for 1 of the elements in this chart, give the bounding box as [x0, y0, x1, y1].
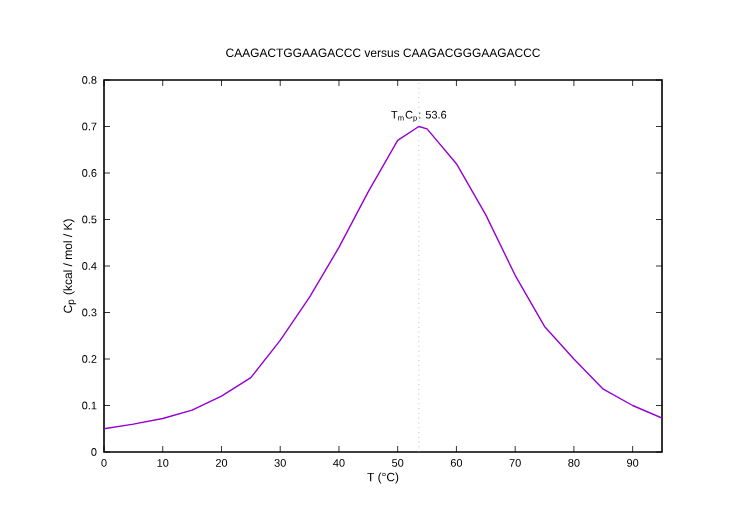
- line-series: [104, 125, 663, 430]
